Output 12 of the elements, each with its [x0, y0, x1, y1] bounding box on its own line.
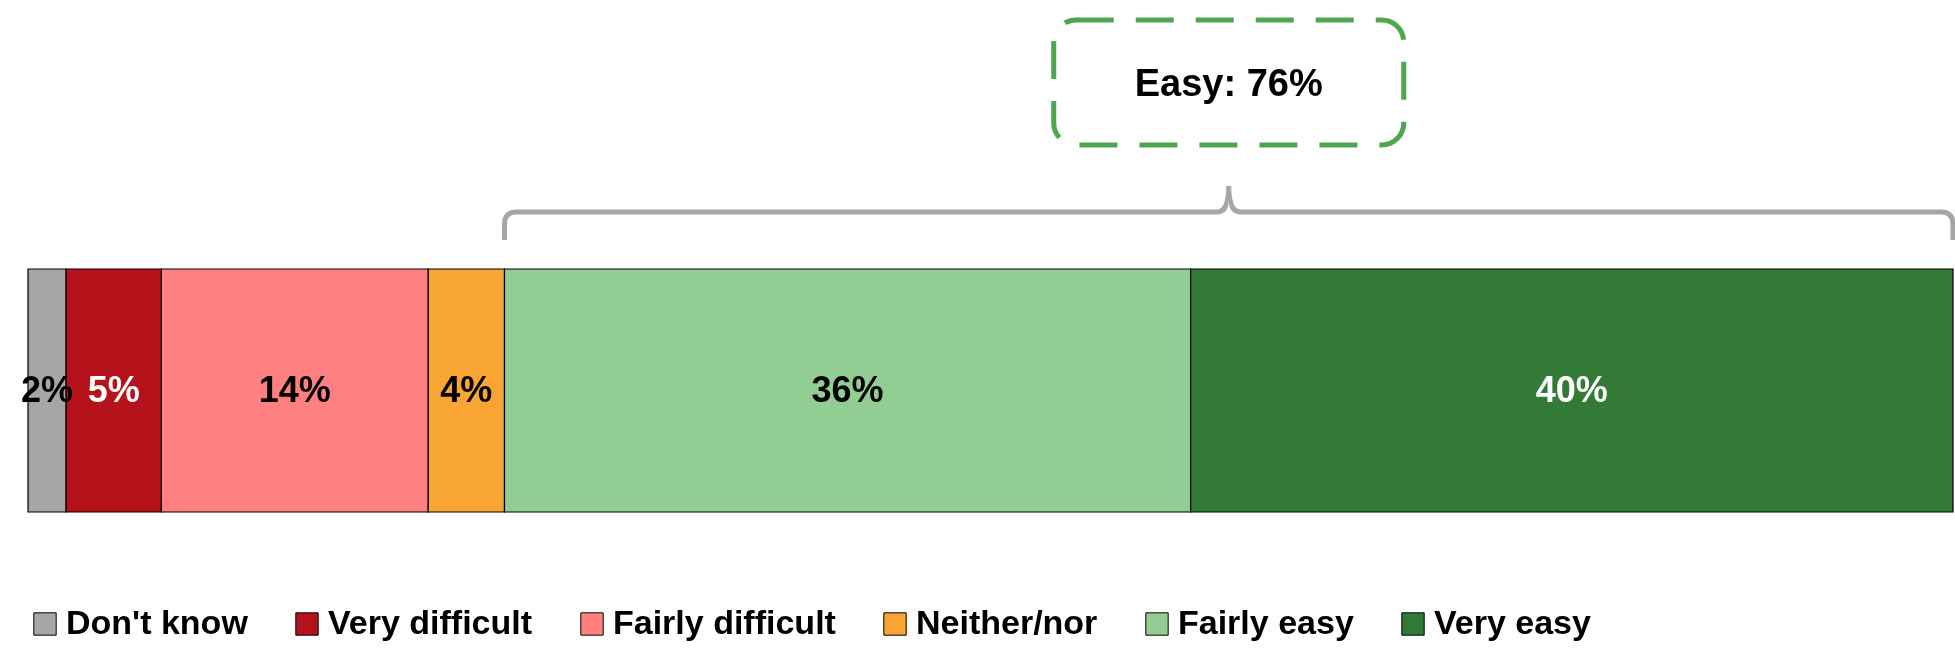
legend-label: Fairly difficult — [613, 603, 836, 641]
legend-label: Don't know — [66, 603, 249, 641]
data-label: 5% — [87, 368, 140, 410]
legend-label: Very difficult — [328, 603, 533, 641]
data-label: 36% — [811, 368, 884, 410]
data-label: 40% — [1535, 368, 1608, 410]
data-label: 4% — [440, 368, 493, 410]
legend-label: Fairly easy — [1178, 603, 1354, 641]
data-label: 14% — [258, 368, 331, 410]
legend-label: Neither/nor — [916, 603, 1098, 641]
legend-label: Very easy — [1434, 603, 1592, 641]
text: Easy: 76% — [1134, 61, 1323, 104]
